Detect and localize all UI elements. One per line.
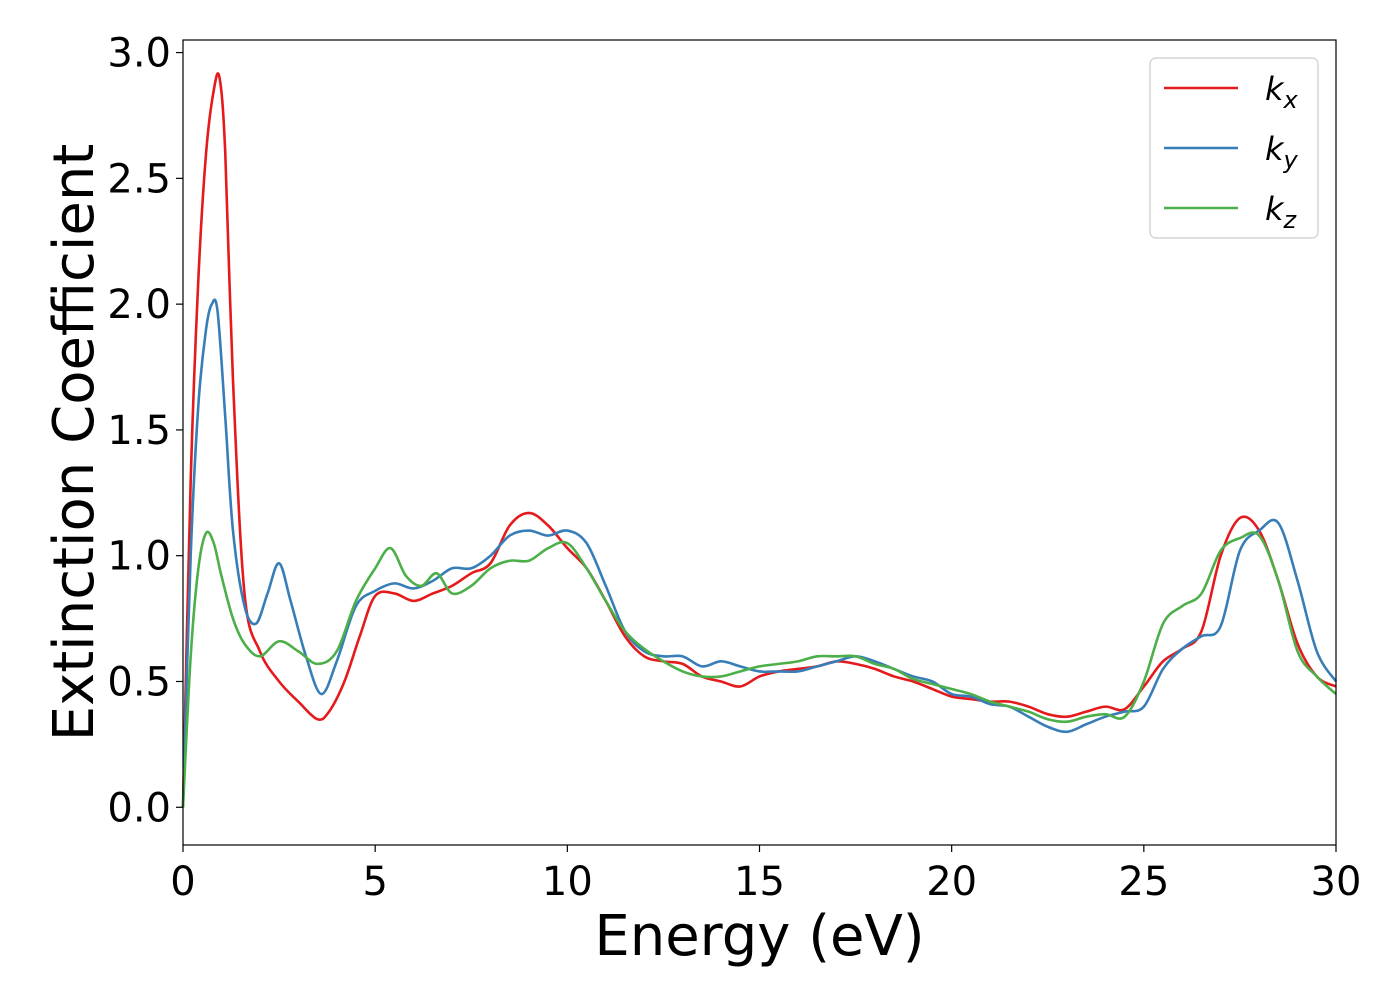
legend-label-y: ky [1265,130,1299,174]
legend-label-base: k [1265,130,1285,168]
x-axis: 0 5 10 15 20 25 30 [170,845,1361,905]
x-tick-label: 10 [542,859,593,905]
x-tick-label: 20 [926,859,977,905]
series-layer [181,72,1338,808]
y-tick-label: 2.0 [107,282,171,328]
legend-label-subscript: y [1283,146,1299,174]
y-tick-label: 1.5 [107,408,171,454]
legend-label-z: kz [1265,190,1298,234]
x-tick-label: 30 [1311,859,1362,905]
x-tick-label: 0 [170,859,195,905]
y-tick-label: 3.0 [107,31,171,77]
legend-label-x: kx [1265,70,1299,114]
legend-label-base: k [1265,70,1285,108]
legend-label-subscript: x [1283,86,1299,114]
series-line-z [181,530,1337,808]
y-axis: 0.0 0.5 1.0 1.5 2.0 2.5 3.0 [107,31,183,831]
y-tick-label: 2.5 [107,156,171,202]
legend-label-base: k [1265,190,1285,228]
x-tick-label: 5 [362,859,387,905]
x-tick-label: 15 [734,859,785,905]
legend-label-subscript: z [1283,206,1298,234]
y-axis-label: Extinction Coefficient [42,144,107,742]
y-tick-label: 0.5 [107,659,171,705]
series-line-y [181,298,1338,808]
y-tick-label: 1.0 [107,534,171,580]
x-tick-label: 25 [1118,859,1169,905]
x-axis-label: Energy (eV) [594,904,924,969]
y-tick-label: 0.0 [107,785,171,831]
